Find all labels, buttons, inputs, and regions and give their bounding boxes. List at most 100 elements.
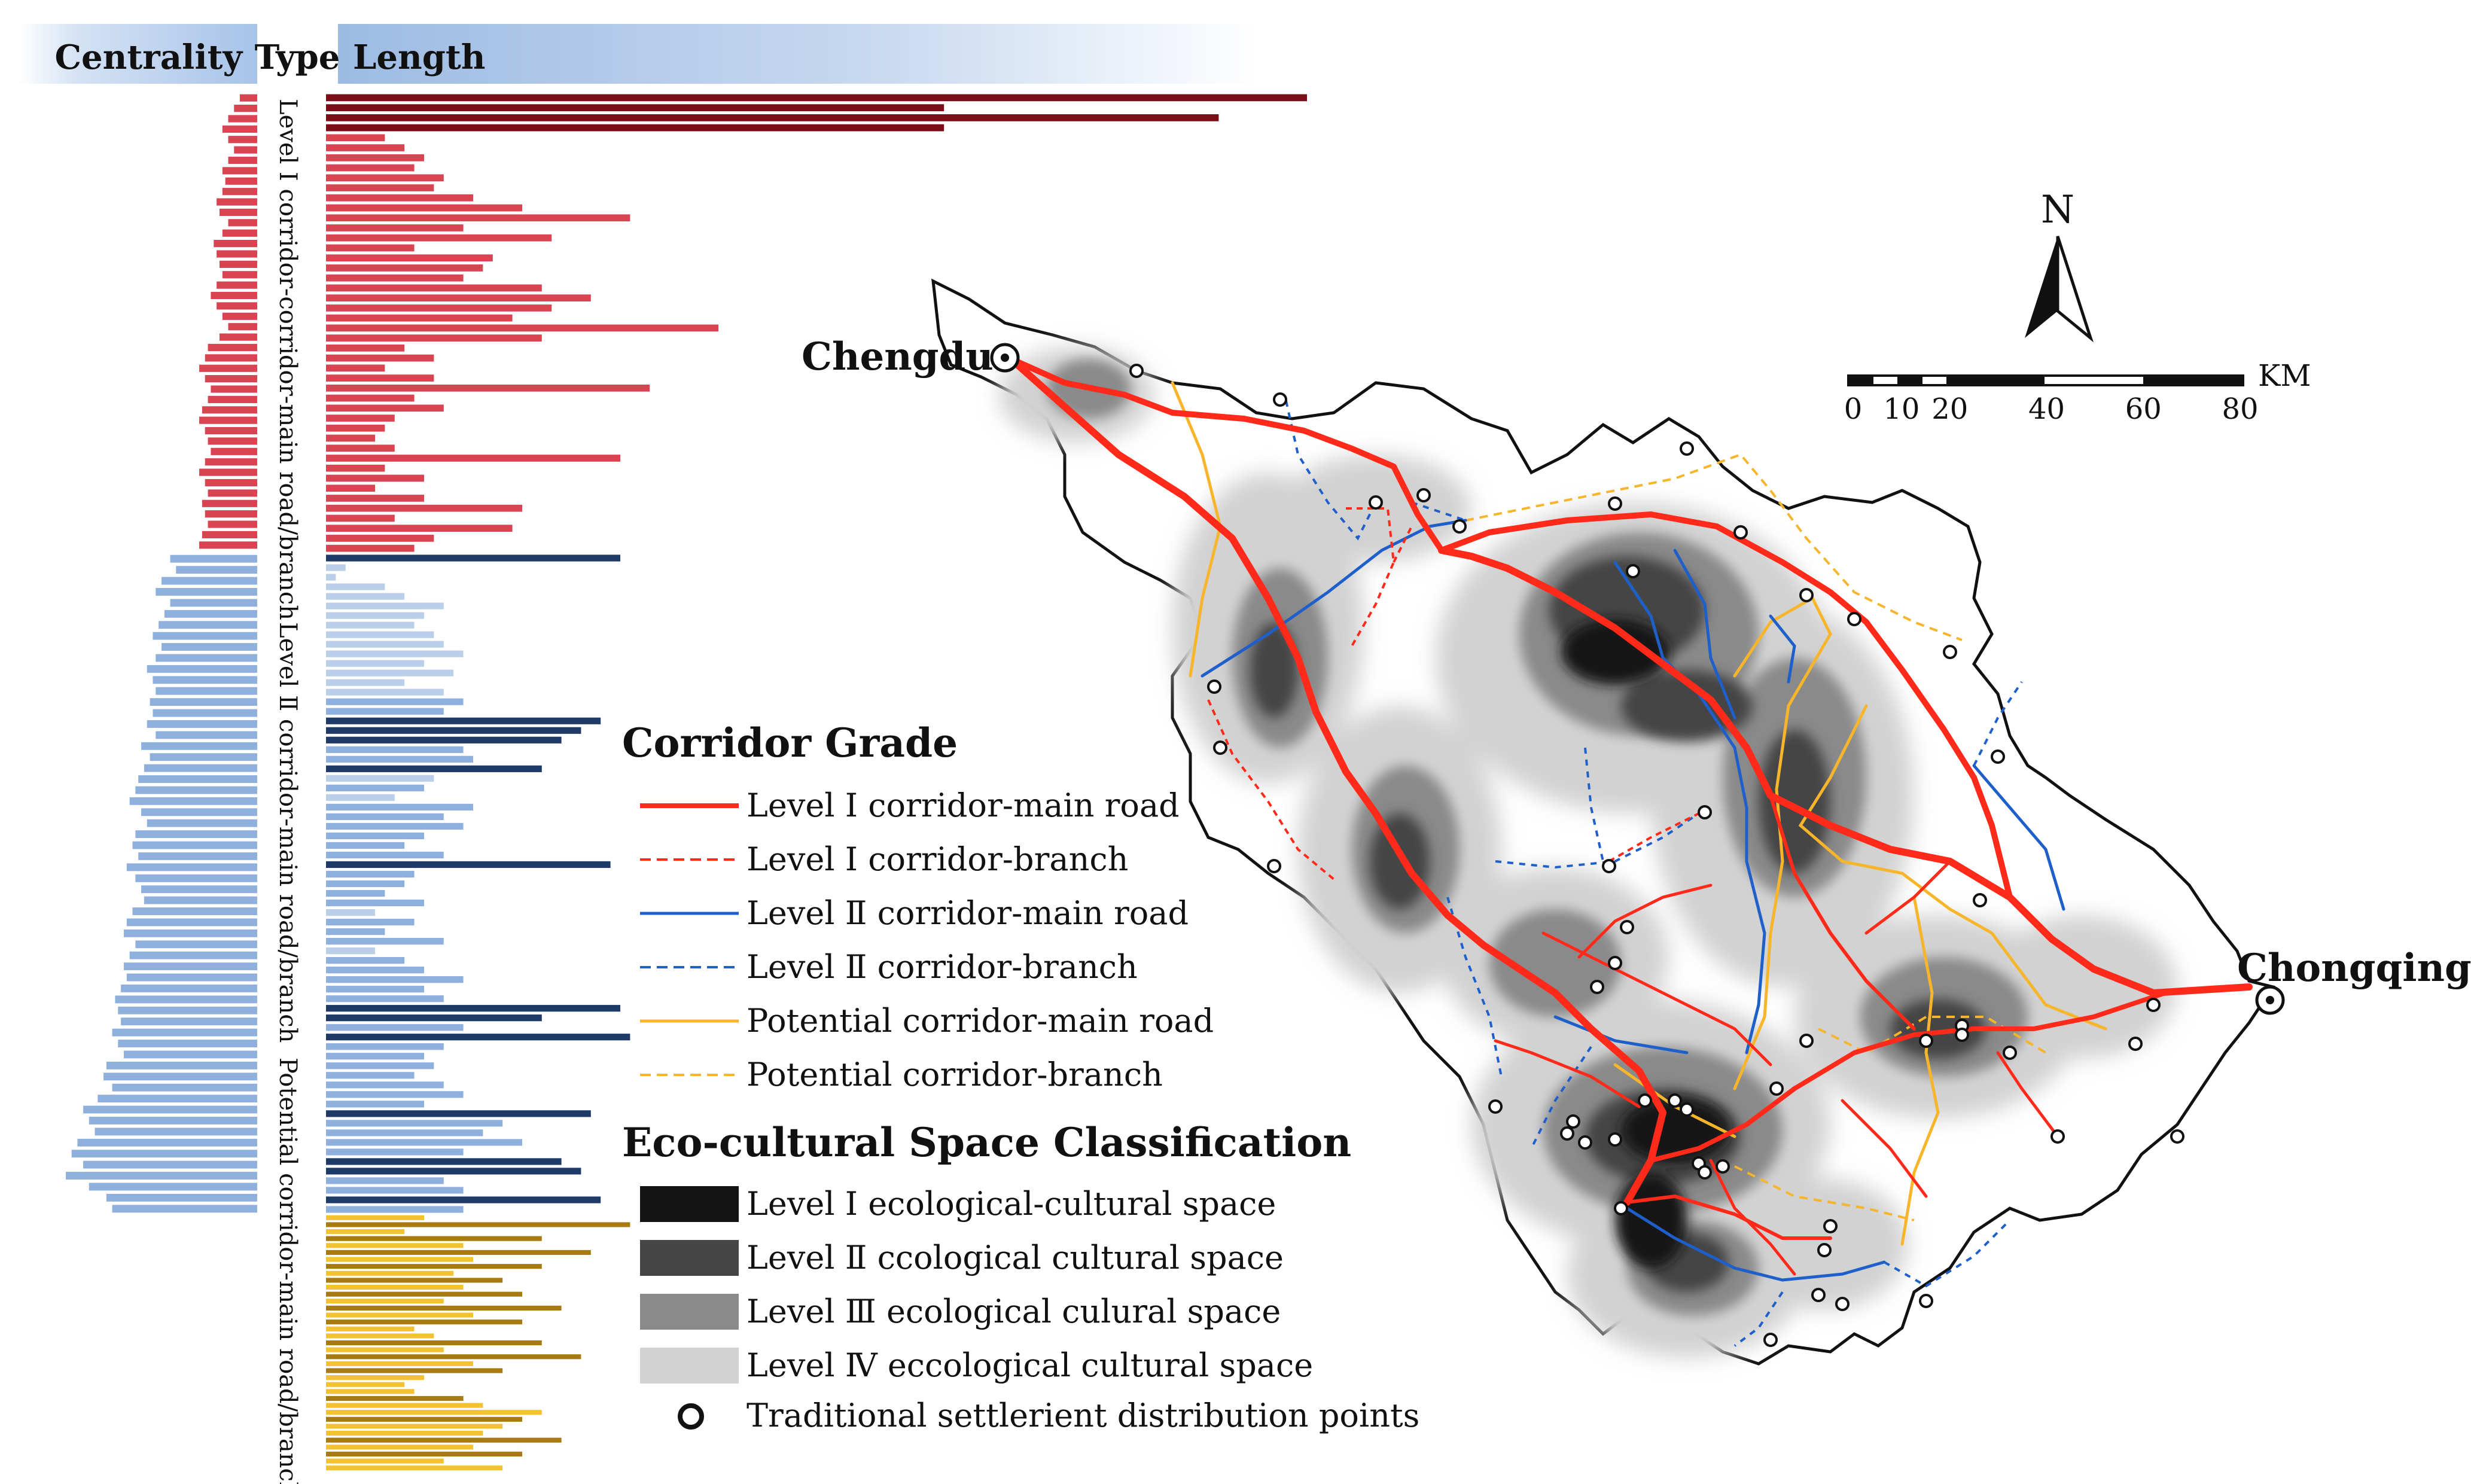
- centrality-bar-level2: [150, 698, 257, 706]
- centrality-bar-level1: [208, 520, 257, 528]
- length-bar-level2: [326, 794, 395, 801]
- length-bar-potential: [326, 1257, 473, 1262]
- length-bar-level1: [326, 384, 650, 392]
- length-bar-potential: [326, 1368, 503, 1373]
- length-bar-potential: [326, 1264, 542, 1269]
- length-bar-potential: [326, 1320, 522, 1325]
- space-legend-title: Eco-cultural Space Classification: [622, 1119, 1351, 1166]
- centrality-bar-level2: [159, 621, 257, 629]
- centrality-bar-level2: [132, 907, 257, 915]
- scale-ticks: 0 10 20 40 60 80: [1844, 392, 2259, 426]
- centrality-bar-level1: [228, 115, 257, 123]
- corridor-legend-label: Potential corridor-main road: [747, 1002, 1214, 1040]
- centrality-bar-level2: [126, 918, 257, 927]
- length-bar-level1: [326, 144, 405, 151]
- length-bar-level2: [326, 1101, 424, 1108]
- centrality-bar-level2: [118, 1006, 257, 1014]
- length-bar-level1: [326, 184, 434, 191]
- length-bar-potential: [326, 1326, 415, 1331]
- space-legend-swatch: [640, 1348, 739, 1384]
- length-bar-level2: [326, 1139, 522, 1146]
- centrality-bar-level2: [112, 1205, 257, 1213]
- length-bar-potential: [326, 1333, 434, 1339]
- length-bar-level1: [326, 154, 424, 161]
- centrality-bar-level1: [239, 94, 257, 102]
- centrality-bar-level2: [106, 1061, 257, 1069]
- corridor-legend-label: Level Ⅰ corridor-branch: [747, 840, 1128, 878]
- corridor-legend-label: Level Ⅱ corridor-main road: [747, 894, 1189, 932]
- length-bar-potential: [326, 1229, 405, 1235]
- length-bar-potential: [326, 1299, 444, 1304]
- length-bar-level1: [326, 544, 415, 552]
- length-bar-level2: [326, 899, 424, 907]
- length-bar-potential: [326, 1270, 454, 1276]
- centrality-bar-level2: [153, 676, 257, 684]
- length-bar-level2: [326, 1062, 434, 1069]
- centrality-bar-level2: [162, 643, 257, 651]
- length-bar-level2: [326, 976, 464, 983]
- centrality-bar-level1: [208, 395, 257, 403]
- centrality-header-bg: [18, 24, 257, 84]
- centrality-bar-level1: [205, 354, 257, 362]
- length-bar-potential: [326, 1347, 444, 1352]
- length-bar-level2: [326, 822, 464, 830]
- length-bar-level2: [326, 1177, 444, 1184]
- centrality-bar-level1: [234, 104, 257, 112]
- length-bar-potential: [326, 1340, 542, 1346]
- length-bar-level1: [326, 114, 1219, 121]
- centrality-bar-level1: [217, 302, 257, 310]
- centrality-bar-level2: [170, 554, 257, 563]
- type-labels: Level Ⅰ corridor-corridor-main road/bran…: [274, 99, 301, 1484]
- length-bar-level2: [326, 708, 444, 715]
- length-bar-level1: [326, 504, 522, 512]
- length-bar-level2: [326, 995, 444, 1002]
- centrality-bar-level2: [123, 929, 257, 937]
- corridor-legend: Level Ⅰ corridor-main road Level Ⅰ corrid…: [640, 787, 1214, 1093]
- length-bar-level1: [326, 474, 424, 482]
- length-bar-potential: [326, 1354, 581, 1360]
- space-legend-label: Level Ⅳ eccological cultural space: [747, 1346, 1313, 1384]
- centrality-bar-level2: [141, 885, 257, 894]
- centrality-bar-level2: [156, 687, 257, 695]
- centrality-bar-level1: [208, 343, 257, 352]
- legend: Corridor Grade Level Ⅰ corridor-main roa…: [622, 720, 1419, 1434]
- length-bar-level2: [326, 1129, 483, 1136]
- length-bar-level2: [326, 775, 434, 782]
- centrality-bar-level1: [217, 250, 257, 258]
- type-header-bg: [257, 24, 338, 84]
- centrality-bar-level2: [118, 1040, 257, 1047]
- centrality-bar-level1: [219, 260, 257, 268]
- length-bar-level1: [326, 364, 385, 372]
- scale-tick-label: 80: [2222, 392, 2258, 426]
- length-bar-level1: [326, 194, 473, 202]
- corridor-level2-branch: [1285, 400, 2023, 1347]
- length-bar-level2: [326, 688, 444, 696]
- chart-header: Centrality Type Length: [18, 24, 1259, 84]
- length-bar-potential: [326, 1222, 630, 1227]
- length-bar-level2: [326, 861, 611, 869]
- centrality-bar-level2: [98, 1095, 258, 1103]
- centrality-bar-level1: [222, 229, 257, 237]
- length-bar-level1: [326, 525, 513, 532]
- length-bars: [326, 94, 1307, 1471]
- length-bar-level1: [326, 344, 405, 352]
- centrality-bar-level2: [144, 764, 257, 772]
- centrality-bar-level2: [170, 599, 257, 607]
- centrality-bar-level1: [205, 426, 257, 435]
- length-bar-potential: [326, 1382, 405, 1387]
- centrality-bar-level1: [225, 177, 257, 185]
- centrality-bar-level1: [222, 312, 257, 320]
- length-bar-level2: [326, 967, 424, 974]
- length-bar-level1: [326, 264, 483, 272]
- space-legend: Level Ⅰ ecological-cultural space Level Ⅱ…: [640, 1185, 1313, 1384]
- corridor-level2-main: [1201, 519, 2065, 1282]
- length-bar-level2: [326, 842, 405, 849]
- centrality-bar-level1: [214, 240, 257, 248]
- centrality-bar-level1: [228, 219, 257, 227]
- length-bar-level2: [326, 1024, 464, 1031]
- chongqing-marker-dot-icon: [2266, 996, 2274, 1004]
- space-legend-swatch: [640, 1294, 739, 1330]
- length-bar-potential: [326, 1284, 464, 1290]
- centrality-bar-level1: [219, 333, 257, 341]
- centrality-bar-level1: [234, 146, 257, 154]
